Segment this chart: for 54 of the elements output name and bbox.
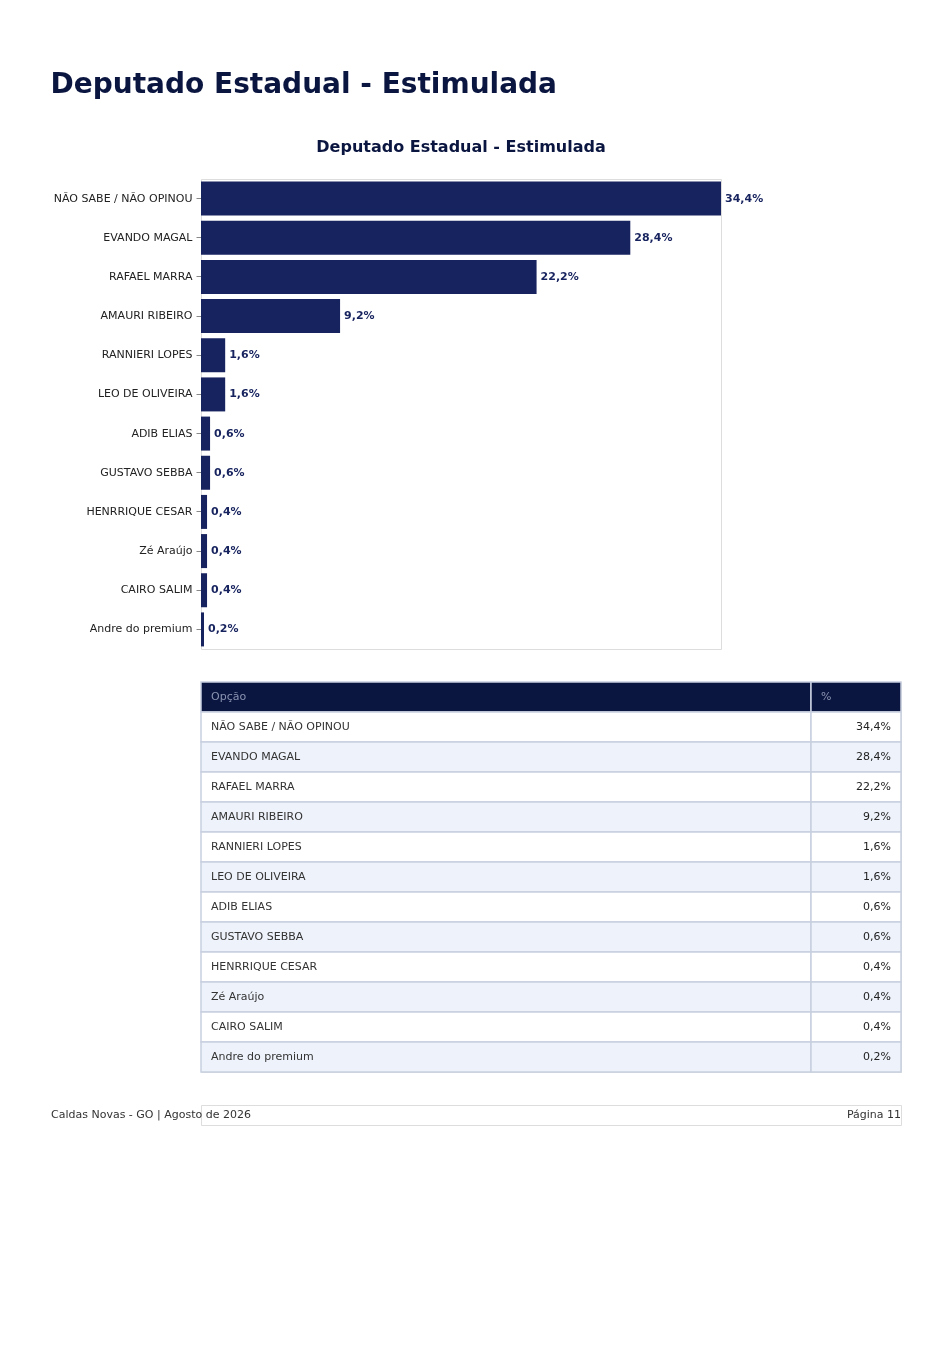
text: %: [821, 690, 832, 703]
category-label: RANNIERI LOPES: [211, 840, 302, 853]
y-tick-label: LEO DE OLIVEIRA: [97, 387, 193, 401]
data-label: 34,4%: [725, 191, 764, 205]
text: 22,2%: [856, 780, 891, 793]
data-label: 1,6%: [229, 348, 260, 362]
category-label: NÃO SABE / NÃO OPINOU: [211, 720, 350, 733]
text: 0,2%: [863, 1050, 891, 1063]
category-label: Zé Araújo: [211, 990, 265, 1003]
text: Deputado Estadual - Estimulada: [50, 66, 557, 100]
data-label: 0,4%: [211, 504, 242, 518]
y-tick-label: GUSTAVO SEBBA: [100, 465, 193, 479]
y-tick-label: CAIRO SALIM: [120, 583, 193, 597]
data-label: 9,2%: [344, 309, 375, 323]
y-tick-label: RANNIERI LOPES: [101, 348, 193, 362]
data-label: 0,6%: [214, 465, 245, 479]
text: Opção: [211, 690, 247, 703]
category-label: Andre do premium: [211, 1050, 314, 1063]
text: 9,2%: [863, 810, 891, 823]
category-label: LEO DE OLIVEIRA: [211, 870, 306, 883]
category-label: RAFAEL MARRA: [211, 780, 295, 793]
text: 0,6%: [863, 900, 891, 913]
y-tick-label: EVANDO MAGAL: [103, 230, 194, 244]
text: 28,4%: [856, 750, 891, 763]
data-label: 28,4%: [634, 230, 673, 244]
y-tick-label: Andre do premium: [89, 622, 193, 636]
text: 0,6%: [863, 930, 891, 943]
y-tick-label: RAFAEL MARRA: [108, 269, 193, 283]
data-label: 1,6%: [229, 387, 260, 401]
category-label: AMAURI RIBEIRO: [211, 810, 303, 823]
y-tick-label: AMAURI RIBEIRO: [100, 309, 193, 323]
category-label: EVANDO MAGAL: [211, 750, 301, 763]
text: 1,6%: [863, 870, 891, 883]
category-label: CAIRO SALIM: [211, 1020, 283, 1033]
text: 34,4%: [856, 720, 891, 733]
y-tick-label: HENRRIQUE CESAR: [86, 504, 193, 518]
data-label: 0,4%: [211, 544, 242, 558]
data-label: 22,2%: [540, 269, 579, 283]
y-tick-label: ADIB ELIAS: [131, 426, 193, 440]
category-label: HENRRIQUE CESAR: [211, 960, 318, 973]
text: 0,4%: [863, 990, 891, 1003]
text: 0,4%: [863, 1020, 891, 1033]
data-label: 0,2%: [208, 622, 239, 636]
category-label: ADIB ELIAS: [211, 900, 273, 913]
text: 0,4%: [863, 960, 891, 973]
chart-title: Deputado Estadual - Estimulada: [316, 137, 606, 156]
category-label: GUSTAVO SEBBA: [211, 930, 304, 943]
data-label: 0,6%: [214, 426, 245, 440]
text: 1,6%: [863, 840, 891, 853]
y-tick-label: NÃO SABE / NÃO OPINOU: [53, 191, 193, 205]
data-label: 0,4%: [211, 583, 242, 597]
text: Caldas Novas - GO | Agosto de 2026: [51, 1108, 251, 1121]
text: Página 11: [846, 1108, 901, 1121]
y-tick-label: Zé Araújo: [139, 544, 193, 558]
